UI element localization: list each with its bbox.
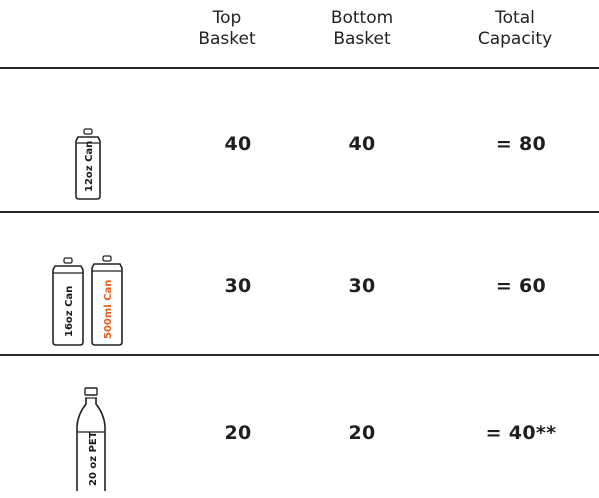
row2-bottom-basket: 30 xyxy=(348,275,376,297)
row3-bottom-basket: 20 xyxy=(348,422,376,444)
header-bottom-line2: Basket xyxy=(333,29,391,49)
16oz-and-500ml-cans-icon: 16oz Can 500ml Can xyxy=(50,255,130,349)
row-divider xyxy=(0,354,599,356)
svg-text:16oz Can: 16oz Can xyxy=(64,286,75,337)
header-total-line1: Total xyxy=(495,8,535,28)
header-divider xyxy=(0,67,599,69)
header-total-line2: Capacity xyxy=(477,29,553,49)
row1-total-capacity: = 80 xyxy=(495,133,547,155)
header-total-capacity: Total Capacity xyxy=(455,8,575,50)
header-top-basket: Top Basket xyxy=(167,8,287,50)
header-top-line1: Top xyxy=(212,8,242,28)
row3-total-capacity: = 40** xyxy=(485,422,557,444)
table-row: 20 oz PET 20 20 = 40** xyxy=(0,356,599,498)
12oz-can-icon: 12oz Can xyxy=(70,126,106,202)
header-bottom-basket: Bottom Basket xyxy=(302,8,422,50)
row1-bottom-basket: 40 xyxy=(348,133,376,155)
header-top-line2: Basket xyxy=(198,29,256,49)
header-bottom-line1: Bottom xyxy=(330,8,394,28)
svg-text:12oz Can: 12oz Can xyxy=(84,141,95,192)
table-row: 12oz Can 40 40 = 80 xyxy=(0,69,599,211)
row3-top-basket: 20 xyxy=(224,422,252,444)
svg-text:500ml Can: 500ml Can xyxy=(103,280,114,339)
row1-top-basket: 40 xyxy=(224,133,252,155)
table-row: 16oz Can 500ml Can 30 30 = 60 xyxy=(0,213,599,355)
20oz-pet-bottle-icon: 20 oz PET xyxy=(74,386,108,491)
row-divider xyxy=(0,211,599,213)
row2-top-basket: 30 xyxy=(224,275,252,297)
row2-total-capacity: = 60 xyxy=(495,275,547,297)
svg-text:20 oz PET: 20 oz PET xyxy=(88,431,99,486)
